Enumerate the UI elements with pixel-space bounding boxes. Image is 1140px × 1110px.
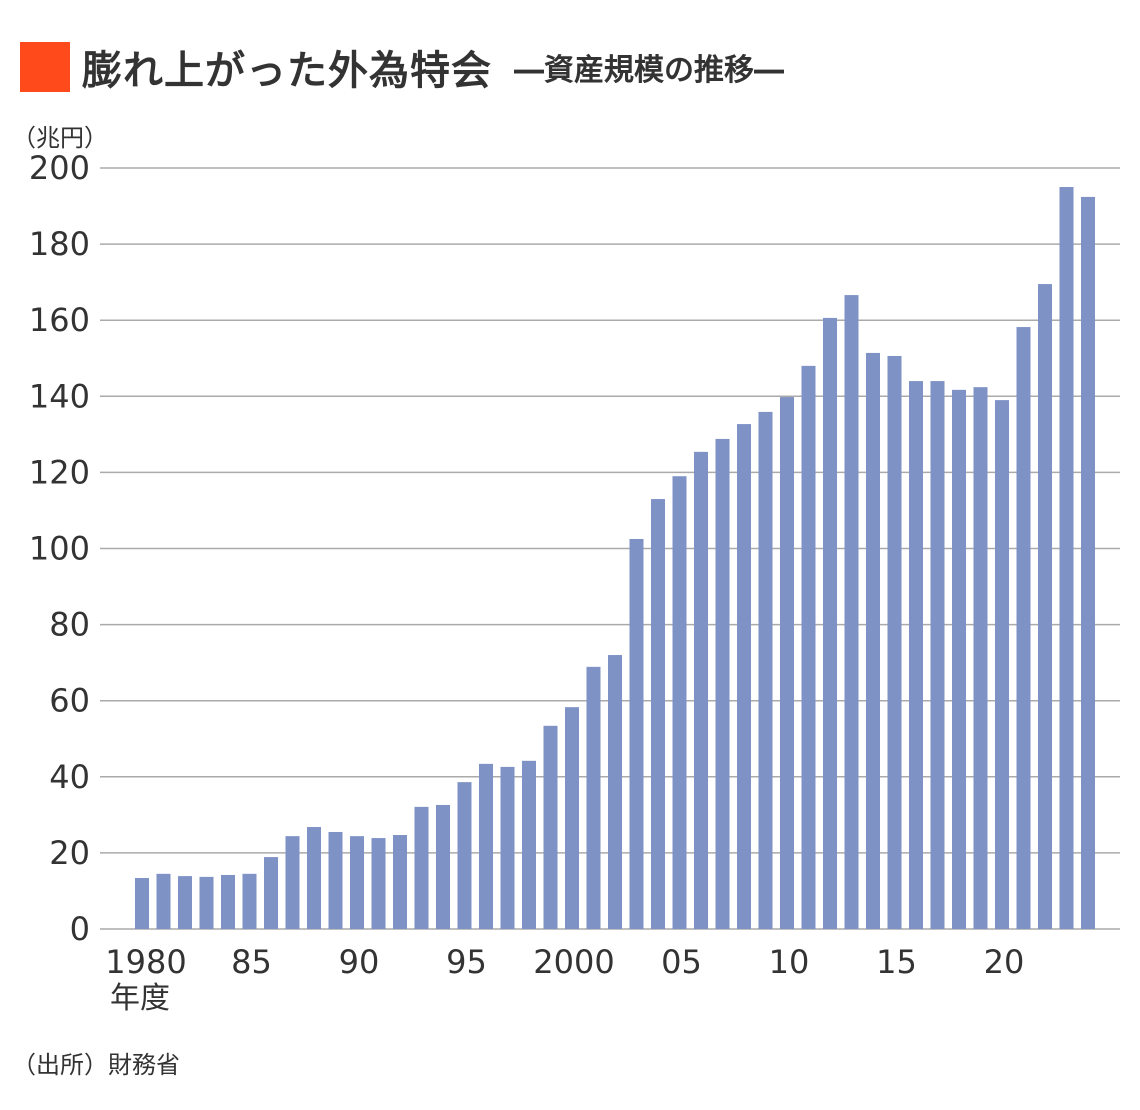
y-tick-label: 0	[70, 910, 90, 948]
bar-2021	[1016, 327, 1031, 929]
bar-1986	[264, 857, 278, 929]
bar-2010	[780, 397, 794, 929]
bar-2004	[651, 499, 665, 929]
bar-1991	[371, 838, 386, 929]
y-tick-label: 160	[29, 301, 90, 339]
y-tick-label: 200	[29, 149, 90, 187]
bar-1980	[135, 878, 149, 929]
chart-title: 膨れ上がった外為特会 ―資産規模の推移―	[20, 38, 784, 96]
bar-2005	[672, 476, 687, 929]
bar-2001	[586, 666, 601, 929]
y-tick-label: 40	[49, 758, 90, 796]
bar-2015	[887, 355, 902, 929]
bar-2016	[909, 381, 923, 930]
x-tick-label: 15	[876, 943, 917, 981]
bar-1983	[199, 876, 214, 929]
bar-1997	[500, 766, 515, 929]
y-tick-label: 60	[49, 682, 90, 720]
x-tick-label: 20	[984, 943, 1025, 981]
bar-2002	[608, 655, 622, 929]
y-tick-label: 180	[29, 225, 90, 263]
bar-1994	[436, 804, 450, 929]
bar-1984	[221, 874, 235, 929]
bar-1989	[328, 831, 343, 929]
x-tick-label: 2000	[533, 943, 614, 981]
bar-2014	[866, 352, 880, 930]
x-tick-label: 1980	[105, 943, 186, 981]
x-tick-label: 05	[661, 943, 702, 981]
bar-2019	[973, 387, 988, 930]
x-tick-label: 85	[231, 943, 272, 981]
bar-1987	[285, 836, 300, 929]
bar-2007	[715, 438, 730, 929]
subtitle-text: ―資産規模の推移―	[514, 53, 784, 88]
bar-2013	[844, 295, 859, 929]
bar-1996	[479, 763, 493, 929]
bar-1992	[393, 835, 407, 929]
y-tick-label: 100	[29, 530, 90, 568]
x-tick-label: 90	[339, 943, 380, 981]
title-marker	[20, 42, 70, 92]
bar-2000	[565, 707, 579, 929]
bar-2006	[694, 451, 708, 929]
bar-2018	[952, 389, 966, 929]
x-tick-label: 95	[446, 943, 487, 981]
bar-2008	[737, 424, 751, 929]
x-axis-label: 年度	[110, 981, 170, 1016]
bar-1981	[156, 873, 171, 929]
bar-1982	[178, 876, 192, 929]
bar-2020	[995, 400, 1009, 930]
bar-1995	[457, 782, 472, 929]
bar-2003	[629, 538, 644, 929]
bar-1990	[350, 836, 364, 929]
bar-2011	[801, 365, 816, 929]
bar-2017	[930, 381, 945, 930]
source-note: （出所）財務省	[12, 1051, 180, 1079]
bar-1993	[414, 806, 429, 929]
bar-1988	[307, 827, 321, 929]
bar-2012	[823, 317, 837, 929]
y-unit-label: （兆円）	[12, 124, 108, 152]
y-tick-label: 80	[49, 606, 90, 644]
bar-1999	[543, 725, 558, 929]
y-tick-label: 140	[29, 377, 90, 415]
bar-1985	[242, 873, 257, 929]
y-tick-label: 20	[49, 834, 90, 872]
x-tick-label: 10	[769, 943, 810, 981]
y-tick-label: 120	[29, 453, 90, 491]
bar-2024	[1081, 196, 1095, 930]
bar-2022	[1038, 284, 1052, 929]
bar-2023	[1059, 187, 1074, 929]
bar-1998	[522, 760, 536, 929]
bar-2009	[758, 411, 773, 929]
title-text: 膨れ上がった外為特会	[82, 48, 492, 94]
